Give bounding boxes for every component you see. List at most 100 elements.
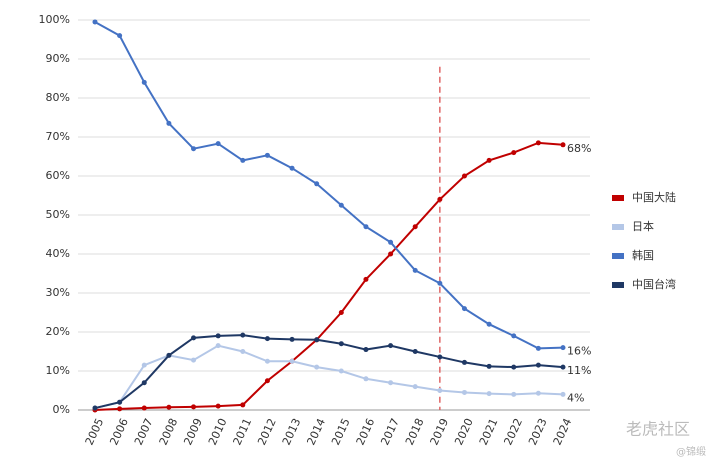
x-tick-label: 2007 bbox=[132, 416, 156, 447]
point bbox=[461, 359, 467, 365]
point bbox=[363, 347, 369, 353]
legend-swatch bbox=[612, 224, 624, 230]
data-label: 68% bbox=[567, 142, 591, 155]
point bbox=[560, 345, 566, 351]
legend-swatch bbox=[612, 282, 624, 288]
point bbox=[264, 358, 270, 364]
y-tick-label: 40% bbox=[46, 247, 70, 260]
y-tick-label: 20% bbox=[46, 325, 70, 338]
point bbox=[240, 402, 246, 408]
x-tick-label: 2019 bbox=[428, 416, 452, 447]
point bbox=[511, 150, 517, 156]
x-tick-label: 2014 bbox=[304, 416, 328, 447]
legend-label: 韩国 bbox=[632, 248, 654, 262]
point bbox=[166, 404, 172, 410]
point bbox=[215, 343, 221, 349]
point bbox=[486, 321, 492, 327]
series-line bbox=[94, 334, 564, 410]
point bbox=[289, 336, 295, 342]
point bbox=[141, 380, 147, 386]
data-label: 4% bbox=[567, 391, 584, 404]
legend-swatch bbox=[612, 195, 624, 201]
point bbox=[92, 19, 98, 25]
point bbox=[412, 384, 418, 390]
legend-label: 中国台湾 bbox=[632, 277, 676, 291]
point bbox=[412, 349, 418, 354]
point bbox=[437, 388, 443, 393]
x-tick-label: 2017 bbox=[378, 416, 402, 447]
point bbox=[338, 202, 344, 208]
point bbox=[461, 306, 467, 312]
point bbox=[437, 280, 443, 286]
x-tick-label: 2011 bbox=[231, 416, 255, 447]
watermark-handle: @锦缎 bbox=[676, 445, 706, 458]
point bbox=[141, 405, 147, 411]
y-tick-label: 0% bbox=[53, 403, 70, 416]
point bbox=[511, 333, 517, 339]
point bbox=[535, 345, 541, 351]
x-tick-label: 2022 bbox=[501, 416, 525, 447]
point bbox=[388, 239, 394, 245]
x-tick-label: 2021 bbox=[477, 416, 501, 447]
point bbox=[437, 354, 443, 360]
series-line bbox=[94, 141, 564, 411]
point bbox=[166, 352, 172, 358]
point bbox=[264, 152, 270, 158]
point bbox=[388, 251, 394, 257]
x-tick-label: 2005 bbox=[83, 416, 107, 447]
point bbox=[363, 224, 369, 230]
point bbox=[191, 146, 197, 152]
y-tick-label: 50% bbox=[46, 208, 70, 221]
point bbox=[314, 364, 320, 370]
point bbox=[314, 337, 320, 343]
point bbox=[191, 404, 197, 410]
x-tick-label: 2010 bbox=[206, 416, 230, 447]
point bbox=[215, 141, 221, 147]
legend-label: 中国大陆 bbox=[632, 190, 676, 204]
point bbox=[486, 157, 492, 163]
point bbox=[486, 363, 492, 369]
x-tick-label: 2009 bbox=[181, 416, 205, 447]
y-tick-label: 70% bbox=[46, 130, 70, 143]
x-tick-label: 2015 bbox=[329, 416, 353, 447]
point bbox=[166, 120, 172, 126]
point bbox=[412, 267, 418, 273]
y-tick-label: 90% bbox=[46, 52, 70, 65]
point bbox=[486, 391, 492, 397]
point bbox=[535, 390, 541, 396]
series-line bbox=[94, 344, 564, 410]
point bbox=[461, 389, 467, 395]
point bbox=[289, 165, 295, 171]
point bbox=[560, 391, 566, 397]
point bbox=[117, 399, 123, 405]
point bbox=[289, 358, 295, 364]
x-tick-label: 2013 bbox=[280, 416, 304, 447]
point bbox=[388, 343, 394, 349]
y-tick-label: 10% bbox=[46, 364, 70, 377]
point bbox=[338, 368, 344, 374]
point bbox=[363, 376, 369, 382]
point bbox=[535, 362, 541, 368]
point bbox=[264, 378, 270, 384]
point bbox=[191, 335, 197, 341]
point bbox=[117, 33, 123, 39]
point bbox=[363, 276, 369, 282]
y-tick-label: 60% bbox=[46, 169, 70, 182]
point bbox=[215, 403, 221, 409]
point bbox=[535, 140, 541, 146]
x-tick-label: 2018 bbox=[403, 416, 427, 447]
point bbox=[388, 380, 394, 386]
y-tick-label: 100% bbox=[39, 13, 70, 26]
y-tick-label: 80% bbox=[46, 91, 70, 104]
point bbox=[264, 336, 270, 342]
point bbox=[338, 341, 344, 347]
y-tick-label: 30% bbox=[46, 286, 70, 299]
point bbox=[511, 364, 517, 370]
point bbox=[92, 405, 98, 411]
watermark: 老虎社区 bbox=[626, 420, 690, 439]
series-line bbox=[94, 21, 564, 350]
point bbox=[560, 364, 566, 370]
x-tick-label: 2006 bbox=[107, 416, 131, 447]
x-tick-label: 2012 bbox=[255, 416, 279, 447]
